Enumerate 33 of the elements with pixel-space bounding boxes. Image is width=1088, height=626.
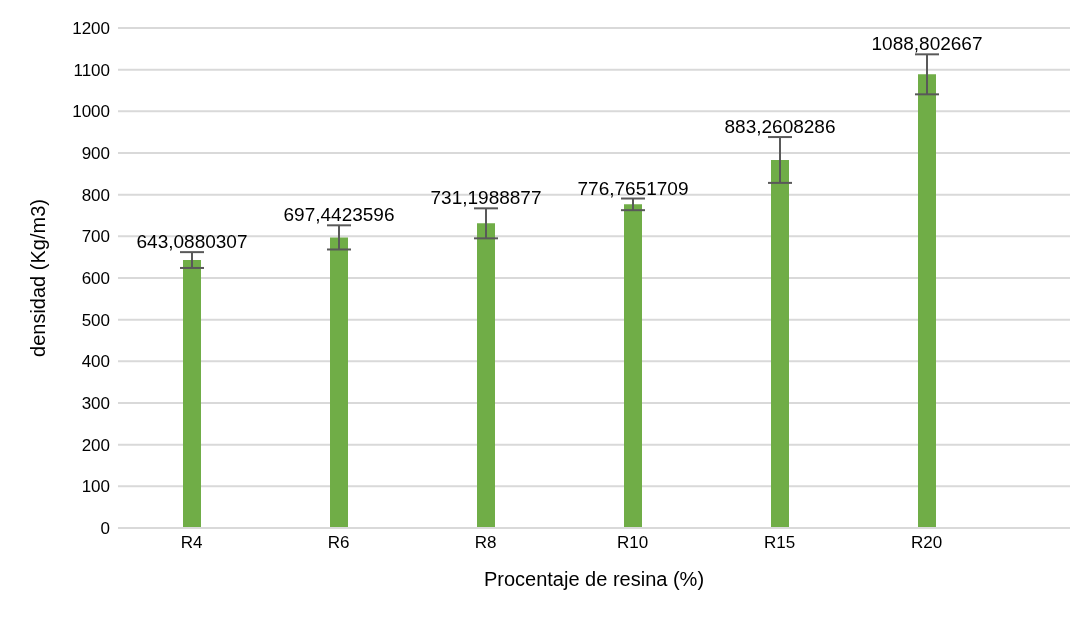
- bar: [918, 74, 936, 528]
- data-label: 883,2608286: [724, 116, 836, 138]
- data-label: 776,7651709: [577, 177, 689, 199]
- x-tick-label: R15: [763, 533, 796, 553]
- data-label: 643,0880307: [136, 231, 248, 253]
- y-tick-label: 400: [81, 352, 110, 372]
- x-axis-title: Procentaje de resina (%): [483, 568, 705, 590]
- bar: [183, 260, 201, 528]
- data-label: 697,4423596: [283, 204, 395, 226]
- y-tick-label: 600: [81, 269, 110, 289]
- x-tick-label: R4: [180, 533, 203, 553]
- y-tick-label: 0: [100, 519, 110, 539]
- y-tick-label: 100: [81, 477, 110, 497]
- y-tick-label: 700: [81, 227, 110, 247]
- bar: [330, 237, 348, 528]
- y-tick-label: 1200: [72, 19, 110, 39]
- y-tick-label: 800: [81, 185, 110, 205]
- bar: [477, 223, 495, 528]
- x-tick-label: R6: [327, 533, 350, 553]
- bar: [624, 204, 642, 528]
- x-tick-label: R10: [616, 533, 649, 553]
- bar: [771, 159, 789, 528]
- y-tick-label: 200: [81, 435, 110, 455]
- y-tick-label: 1100: [73, 60, 110, 80]
- data-label: 731,1988877: [430, 187, 542, 209]
- x-tick-label: R20: [910, 533, 943, 553]
- y-tick-label: 900: [81, 144, 110, 164]
- y-tick-label: 500: [81, 310, 110, 330]
- x-tick-label: R8: [474, 533, 497, 553]
- y-tick-label: 1000: [72, 102, 110, 122]
- y-axis-title: densidad (Kg/m3): [27, 199, 50, 357]
- data-label: 1088,802667: [871, 33, 983, 55]
- y-tick-label: 300: [81, 394, 110, 414]
